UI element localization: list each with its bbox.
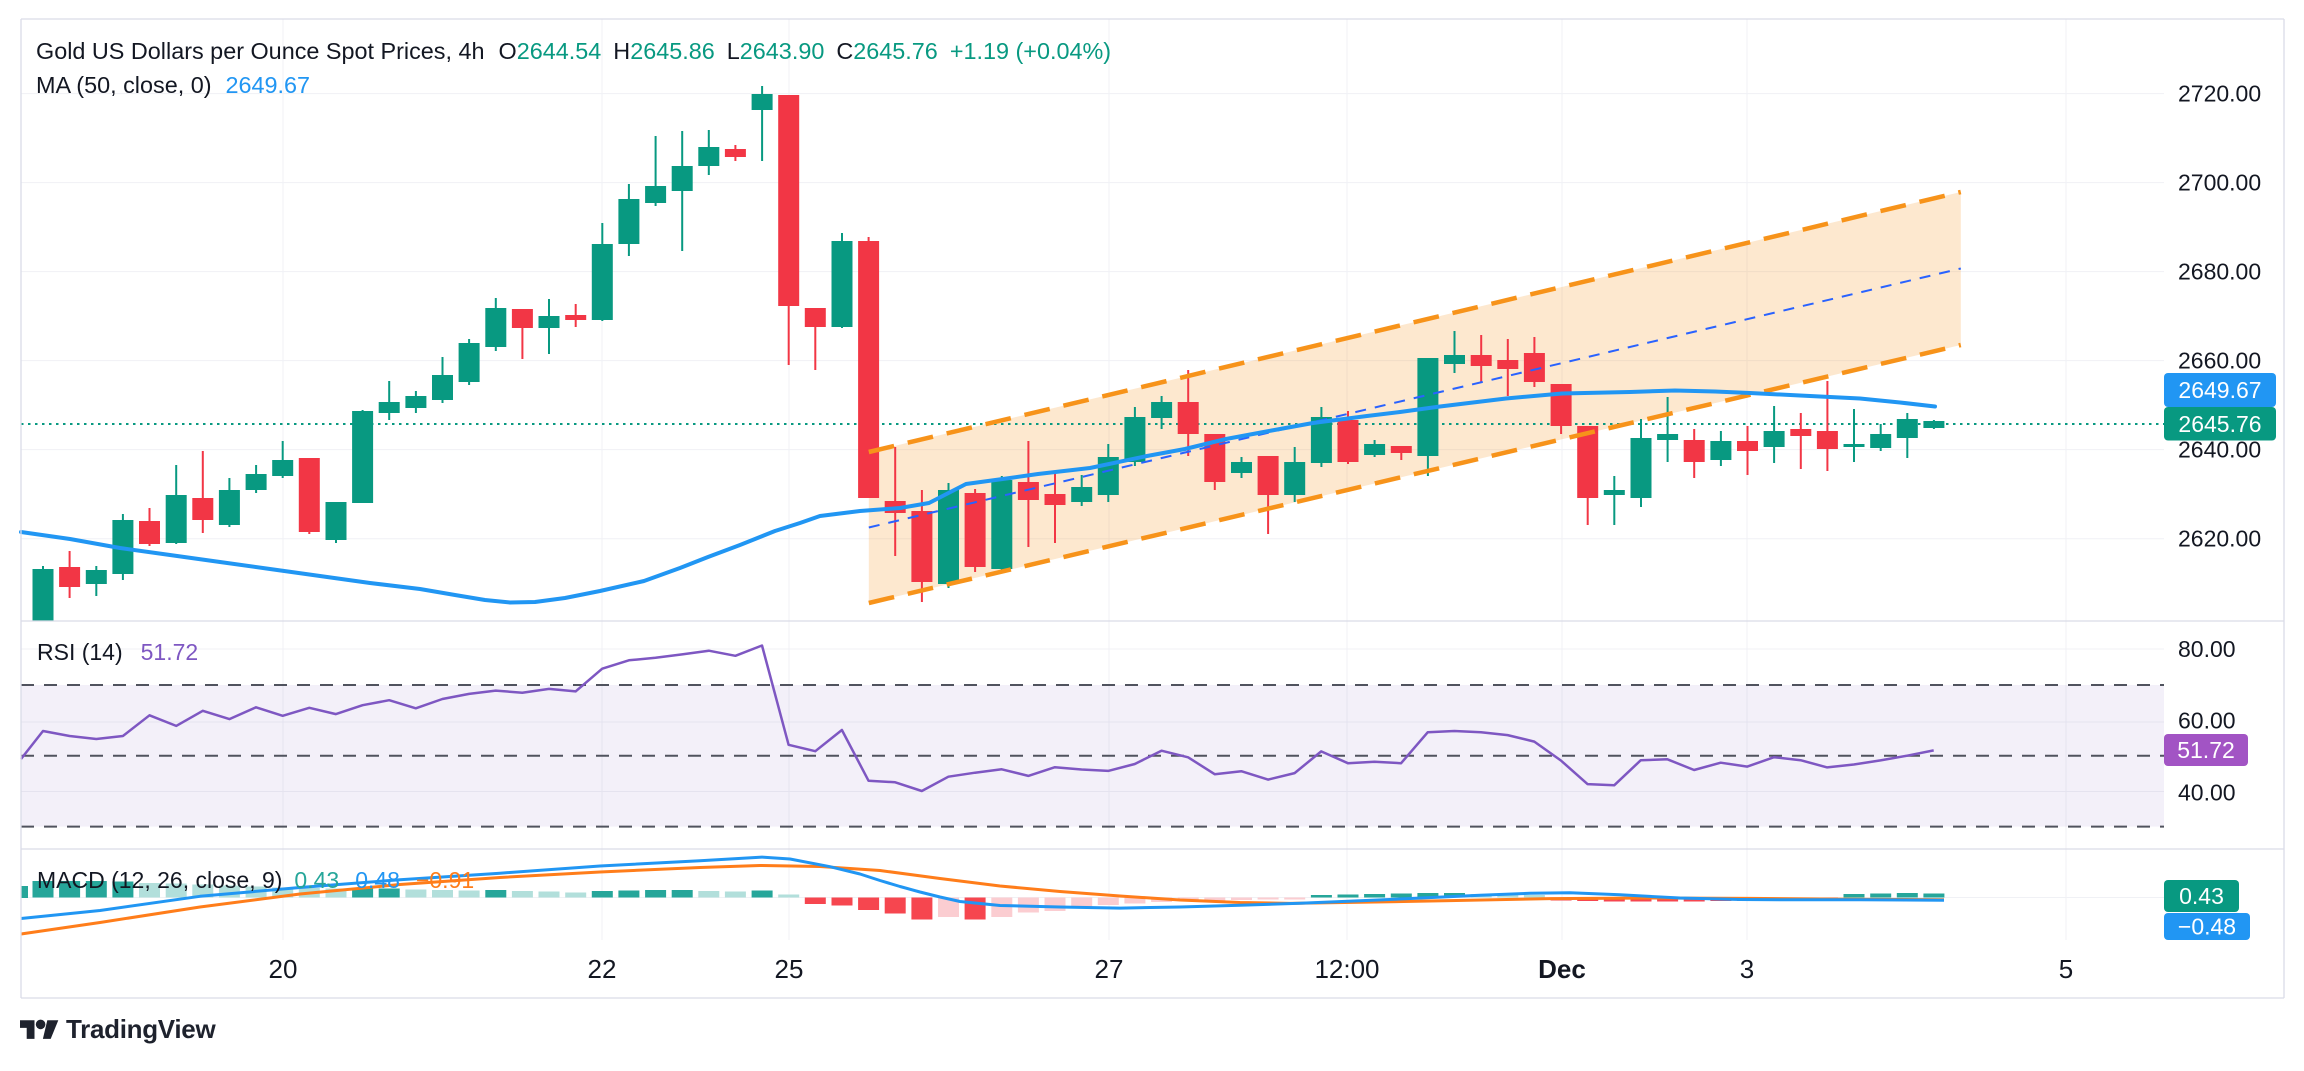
svg-text:2720.00: 2720.00 (2178, 81, 2261, 107)
svg-text:60.00: 60.00 (2178, 708, 2236, 734)
svg-text:2620.00: 2620.00 (2178, 526, 2261, 552)
svg-text:2649.67: 2649.67 (2178, 377, 2261, 403)
svg-text:MA (50, close, 0)2649.67: MA (50, close, 0) 2649.67 (36, 72, 310, 98)
svg-text:−0.48: −0.48 (2178, 914, 2236, 940)
svg-text:2640.00: 2640.00 (2178, 437, 2261, 463)
svg-text:25: 25 (775, 954, 804, 984)
svg-text:TradingView: TradingView (66, 1014, 216, 1044)
svg-text:2680.00: 2680.00 (2178, 259, 2261, 285)
svg-text:RSI (14)51.72: RSI (14) 51.72 (37, 639, 198, 665)
svg-text:2645.76: 2645.76 (2178, 411, 2261, 437)
svg-text:3: 3 (1740, 954, 1754, 984)
svg-text:80.00: 80.00 (2178, 636, 2236, 662)
svg-text:Dec: Dec (1538, 954, 1586, 984)
svg-text:Gold US Dollars per Ounce Spot: Gold US Dollars per Ounce Spot Prices, 4… (36, 38, 1111, 64)
svg-text:22: 22 (588, 954, 617, 984)
svg-text:2660.00: 2660.00 (2178, 348, 2261, 374)
svg-text:5: 5 (2059, 954, 2073, 984)
svg-text:27: 27 (1095, 954, 1124, 984)
svg-text:0.43: 0.43 (2179, 883, 2224, 909)
svg-text:2700.00: 2700.00 (2178, 170, 2261, 196)
svg-text:12:00: 12:00 (1314, 954, 1379, 984)
svg-text:20: 20 (269, 954, 298, 984)
svg-text:40.00: 40.00 (2178, 780, 2236, 806)
svg-text:51.72: 51.72 (2177, 737, 2235, 763)
